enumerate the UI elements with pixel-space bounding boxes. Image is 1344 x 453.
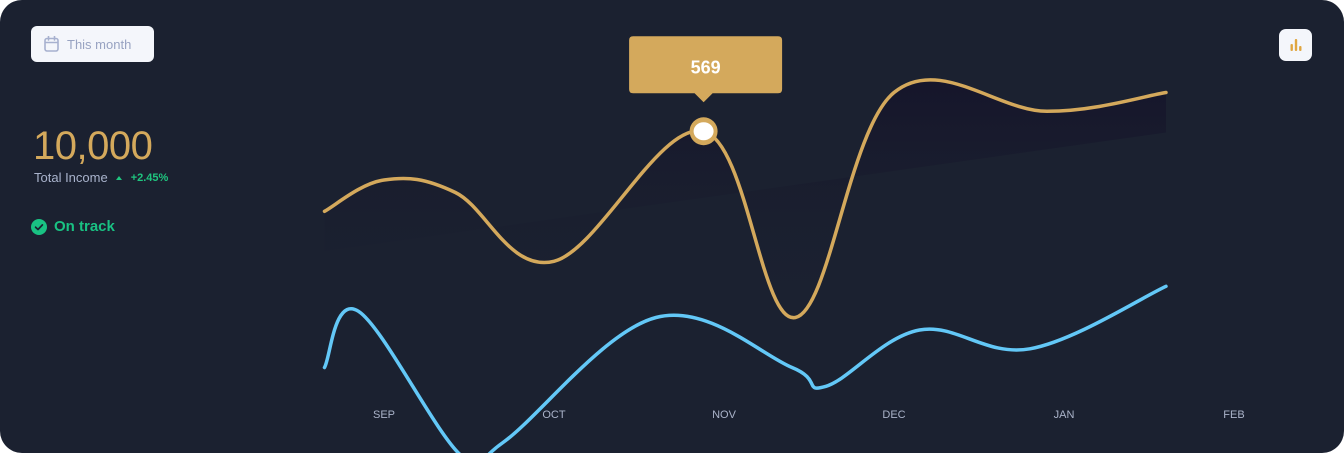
total-income-value: 10,000 <box>33 124 153 168</box>
total-income-label: Total Income <box>34 170 108 185</box>
x-tick-label: SEP <box>373 409 395 421</box>
bar-chart-icon <box>1290 39 1301 51</box>
tooltip-value: 569 <box>691 57 721 77</box>
status-indicator: On track <box>31 218 115 235</box>
status-label: On track <box>54 218 115 235</box>
chart-type-button[interactable] <box>1279 29 1312 61</box>
series-line-2[interactable] <box>322 284 1168 453</box>
total-income-row: Total Income +2.45% <box>34 170 168 185</box>
trend-up-icon <box>115 175 122 180</box>
income-change: +2.45% <box>130 171 169 184</box>
x-tick-label: DEC <box>882 409 905 421</box>
series-1-shadow <box>324 79 1166 318</box>
highlight-point[interactable] <box>693 122 714 141</box>
tooltip-box <box>629 36 783 103</box>
x-tick-label: NOV <box>712 409 737 421</box>
x-tick-label: OCT <box>542 409 566 421</box>
period-select-label: This month <box>67 36 132 52</box>
calendar-icon <box>44 36 59 52</box>
period-select-button[interactable]: This month <box>31 26 154 62</box>
series-line-1[interactable] <box>322 78 1168 320</box>
check-circle-icon <box>31 218 47 235</box>
x-tick-label: FEB <box>1223 409 1244 421</box>
x-tick-label: JAN <box>1054 409 1075 421</box>
